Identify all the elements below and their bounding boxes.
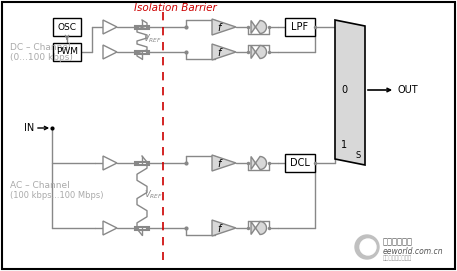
Bar [285,154,315,172]
Polygon shape [251,156,266,169]
Text: eeworld.com.cn: eeworld.com.cn [383,247,444,256]
Polygon shape [212,220,236,236]
Text: $V_{REF}$: $V_{REF}$ [143,33,161,45]
Text: PWM: PWM [56,47,78,56]
Text: (0...100 kbps): (0...100 kbps) [10,53,73,62]
Circle shape [360,239,376,255]
Bar [53,18,81,36]
Text: $V_{REF}$: $V_{REF}$ [143,189,163,201]
Circle shape [355,235,379,259]
Bar [285,18,315,36]
Text: DC – Channel: DC – Channel [10,43,71,51]
Polygon shape [103,156,117,170]
Bar [53,43,81,61]
Polygon shape [103,221,117,235]
Polygon shape [251,46,266,59]
Text: Isolation Barrier: Isolation Barrier [133,3,216,13]
Polygon shape [212,155,236,171]
Text: S: S [356,150,361,160]
Polygon shape [251,21,266,34]
Text: IN: IN [24,123,34,133]
Polygon shape [103,45,117,59]
Text: $\mathit{f}$: $\mathit{f}$ [217,46,223,58]
Polygon shape [335,20,365,165]
Text: (100 kbps...100 Mbps): (100 kbps...100 Mbps) [10,191,103,199]
Text: $\mathit{f}$: $\mathit{f}$ [217,21,223,33]
Text: 电子工程世界: 电子工程世界 [383,237,413,247]
Text: DCL: DCL [290,158,310,168]
Text: $\mathit{f}$: $\mathit{f}$ [217,222,223,234]
Text: LPF: LPF [292,22,308,32]
Text: 感受电子工程的世界: 感受电子工程的世界 [383,255,412,261]
Text: OSC: OSC [58,22,76,31]
Text: OUT: OUT [398,85,419,95]
Polygon shape [103,20,117,34]
Text: 1: 1 [341,140,347,150]
Polygon shape [251,221,266,234]
Text: $\mathit{f}$: $\mathit{f}$ [217,157,223,169]
Text: 0: 0 [341,85,347,95]
Polygon shape [212,44,236,60]
Polygon shape [212,19,236,35]
Text: AC – Channel: AC – Channel [10,180,70,189]
